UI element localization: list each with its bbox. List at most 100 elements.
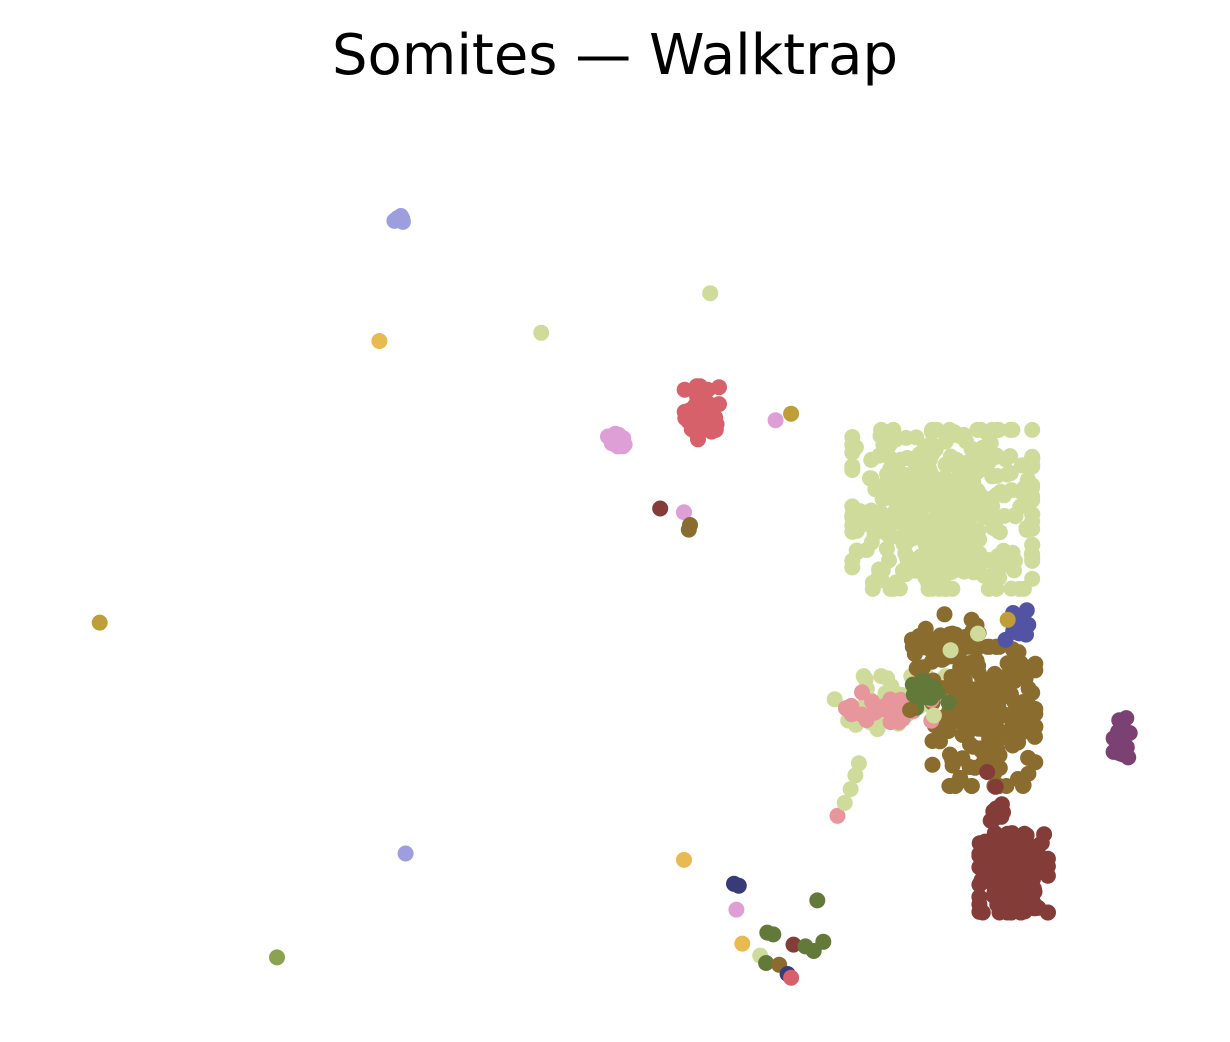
scatter-point-cluster-0 (905, 485, 922, 502)
scatter-point-cluster-12 (388, 212, 405, 229)
scatter-point-cluster-4 (1037, 863, 1054, 880)
scatter-point-cluster-0 (1024, 570, 1041, 587)
scatter-point-cluster-2 (1027, 662, 1044, 679)
scatter-point-cluster-4 (1025, 871, 1041, 888)
scatter-point-cluster-0 (983, 570, 1000, 587)
scatter-point-cluster-0 (882, 580, 899, 597)
scatter-point-cluster-5 (979, 764, 996, 780)
scatter-point-37 (970, 625, 986, 642)
scatter-point-cluster-2 (991, 760, 1008, 776)
scatter-point-cluster-0 (923, 423, 940, 440)
scatter-point-cluster-2 (946, 777, 963, 794)
scatter-point-cluster-2 (1011, 720, 1028, 737)
scatter-point-cluster-0 (984, 468, 1001, 485)
scatter-point-cluster-0 (1012, 498, 1029, 515)
scatter-point-cluster-0 (899, 469, 916, 486)
scatter-points (91, 208, 1138, 986)
scatter-point-cluster-1 (855, 668, 872, 685)
scatter-point-cluster-0 (899, 450, 916, 466)
scatter-point-cluster-11 (615, 430, 632, 447)
scatter-point-cluster-0 (1024, 458, 1041, 475)
scatter-point-cluster-4 (971, 876, 988, 893)
scatter-point-cluster-0 (973, 550, 989, 567)
scatter-point-cluster-0 (951, 467, 967, 484)
scatter-point-cluster-2 (1027, 718, 1044, 735)
scatter-point-cluster-7 (905, 686, 922, 703)
scatter-point-cluster-4 (1013, 836, 1030, 853)
scatter-point-cluster-0 (878, 540, 895, 557)
scatter-point-cluster-0 (965, 474, 982, 491)
scatter-point-12 (269, 949, 285, 966)
scatter-point-cluster-1 (869, 721, 886, 738)
scatter-point-cluster-0 (881, 436, 898, 453)
scatter-point-cluster-0 (943, 427, 959, 444)
scatter-point-cluster-9 (1118, 710, 1135, 727)
scatter-point-cluster-0 (955, 514, 972, 531)
scatter-point-cluster-0 (1003, 580, 1020, 597)
scatter-point-cluster-5 (987, 778, 1004, 795)
scatter-point-cluster-0 (1024, 492, 1041, 509)
scatter-point-34 (902, 702, 919, 718)
scatter-point-cluster-0 (897, 566, 914, 583)
scatter-point-cluster-0 (863, 451, 880, 468)
scatter-point-38 (961, 759, 978, 775)
scatter-point-cluster-0 (995, 542, 1012, 559)
scatter-point-cluster-4 (994, 892, 1011, 909)
scatter-point-cluster-0 (1002, 465, 1019, 482)
scatter-point-cluster-0 (1024, 536, 1041, 553)
scatter-point-cluster-8 (1018, 602, 1035, 619)
scatter-point-0 (702, 285, 719, 302)
scatter-point-cluster-0 (844, 498, 861, 515)
scatter-point-cluster-0 (942, 456, 959, 473)
scatter-point-cluster-2 (1003, 686, 1019, 703)
scatter-point-cluster-0 (984, 490, 1000, 507)
scatter-point-cluster-2 (1015, 778, 1031, 794)
scatter-point-cluster-4 (1031, 851, 1048, 868)
scatter-point-cluster-0 (1024, 506, 1041, 523)
scatter-point-31 (842, 781, 859, 798)
scatter-point-cluster-0 (907, 551, 924, 568)
scatter-point-cluster-3 (947, 626, 964, 643)
scatter-point-36 (942, 642, 959, 659)
scatter-point-cluster-6 (884, 710, 901, 727)
scatter-point-cluster-0 (864, 580, 881, 597)
scatter-point-cluster-0 (914, 468, 931, 485)
scatter-point-cluster-0 (904, 530, 921, 547)
scatter-point-cluster-3 (970, 657, 987, 674)
scatter-point-cluster-6 (866, 704, 883, 721)
scatter-point-cluster-0 (871, 561, 887, 578)
scatter-point-cluster-0 (982, 435, 999, 451)
scatter-point-cluster-3 (936, 606, 953, 623)
scatter-point-cluster-3 (968, 641, 985, 658)
scatter-point-cluster-3 (921, 634, 938, 651)
scatter-point-cluster-2 (988, 726, 1005, 743)
scatter-point-23 (785, 936, 802, 953)
scatter-point-cluster-5 (986, 825, 1003, 842)
scatter-point-cluster-0 (904, 500, 921, 517)
scatter-point-cluster-0 (955, 488, 972, 505)
scatter-point-cluster-0 (967, 504, 984, 521)
scatter-point-cluster-7 (940, 694, 957, 711)
scatter-point-10 (397, 845, 414, 862)
scatter-point-cluster-6 (843, 706, 860, 723)
scatter-point-cluster-10 (676, 381, 693, 398)
scatter-point-cluster-0 (935, 493, 952, 510)
scatter-point-11 (676, 851, 692, 868)
scatter-point-cluster-2 (1001, 707, 1018, 723)
scatter-point-cluster-0 (927, 441, 944, 458)
scatter-point-cluster-0 (997, 451, 1014, 468)
scatter-point-5 (91, 614, 108, 631)
scatter-point-cluster-0 (996, 487, 1013, 504)
scatter-point-cluster-2 (953, 687, 970, 704)
scatter-point-cluster-0 (908, 429, 925, 446)
scatter-point-cluster-4 (1003, 904, 1020, 921)
scatter-point-cluster-0 (872, 504, 889, 521)
scatter-point-cluster-0 (862, 470, 878, 487)
scatter-point-cluster-4 (1008, 872, 1025, 889)
scatter-point-cluster-6 (854, 684, 870, 701)
scatter-point-cluster-4 (1012, 889, 1029, 906)
scatter-point-cluster-0 (944, 580, 961, 597)
scatter-point-cluster-0 (878, 477, 895, 494)
scatter-point-cluster-0 (865, 521, 882, 538)
